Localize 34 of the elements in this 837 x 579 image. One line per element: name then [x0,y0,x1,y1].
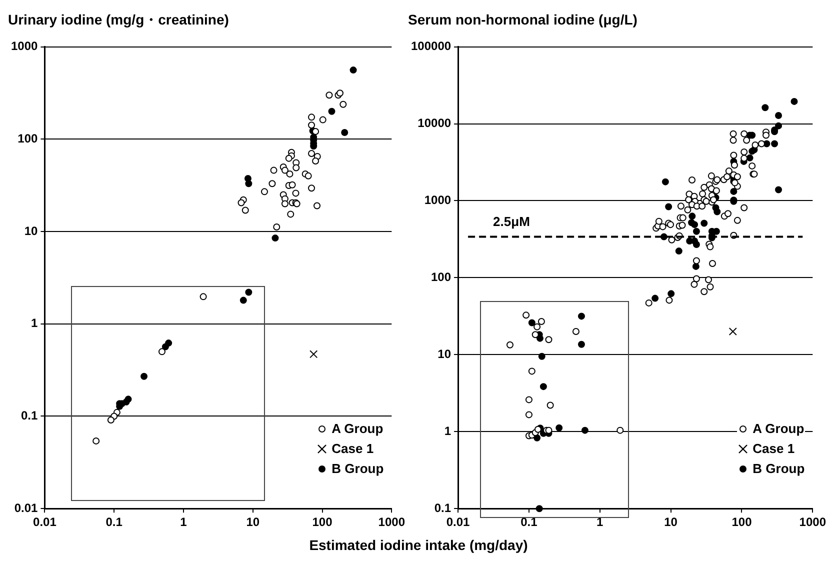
legend-label: B Group [752,460,805,478]
y-tick-label: 100000 [410,39,452,54]
x-tick-label: 10 [664,515,678,530]
x-tick-label: 1000 [799,515,826,530]
legend-label: A Group [332,420,384,438]
y-tick-label: 10 [438,346,452,361]
chart-title: Urinary iodine (mg/g・creatinine) [8,11,229,28]
y-tick-label: 10000 [418,116,452,130]
x-tick-label: 1 [180,515,188,530]
y-tick-label: 0.1 [434,500,452,515]
x-tick-label: 1000 [378,515,406,530]
ref-line-label: 2.5μM [493,214,530,229]
chart-title: Serum non-hormonal iodine (μg/L) [408,11,638,28]
y-tick-label: 1 [444,424,452,438]
y-tick-label: 100 [18,131,38,146]
x-tick-label: 0.1 [520,515,538,530]
y-tick-label: 10 [24,224,38,238]
x-tick-label: 1 [596,515,604,530]
y-tick-label: 0.1 [21,408,38,423]
legend-label: A Group [752,420,804,438]
x-axis-title: Estimated iodine intake (mg/day) [308,537,529,553]
legend-label: Case 1 [332,440,374,458]
y-tick-label: 1 [31,316,38,330]
x-tick-label: 0.01 [33,515,57,530]
x-tick-label: 100 [732,515,752,530]
x-tick-label: 0.1 [106,515,123,530]
legend-label: B Group [332,460,384,478]
y-tick-label: 0.01 [14,500,38,515]
legend-label: Case 1 [752,440,795,458]
y-tick-label: 1000 [424,193,452,208]
x-tick-label: 10 [246,515,260,530]
y-tick-label: 1000 [10,39,38,54]
y-tick-label: 100 [431,270,452,284]
x-tick-label: 100 [312,515,333,530]
